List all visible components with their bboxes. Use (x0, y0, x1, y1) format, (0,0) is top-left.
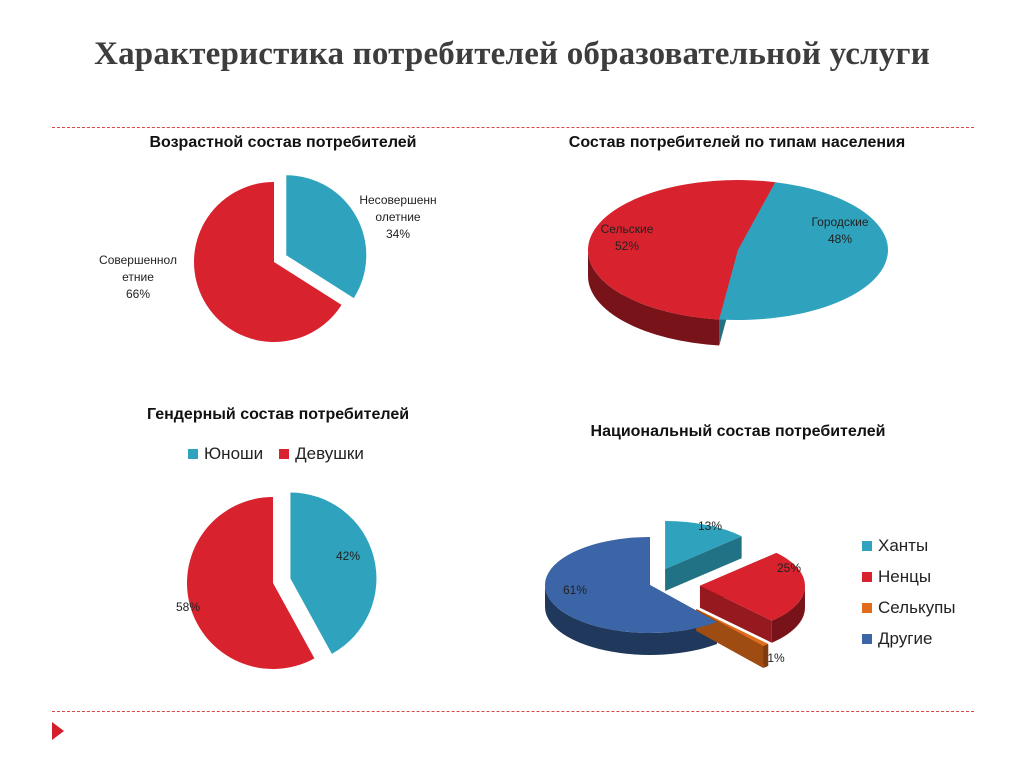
nation-cut-1-1 (699, 585, 772, 643)
label-sovershennoletnie-line: етние (122, 270, 154, 284)
chart-gender-title: Гендерный состав потребителей (146, 406, 410, 423)
label-selskie-line: 52% (615, 239, 639, 253)
label-nesovershennoletnie-line: 34% (386, 227, 410, 241)
legend-label-devushki: Девушки (295, 444, 364, 463)
label-nesovershennoletnie-line: Несовершенн (359, 193, 436, 207)
legend-item-khanty: Ханты (862, 530, 956, 561)
label-khanty-pct-line: 13% (698, 519, 722, 533)
label-drugie-pct: 61% (563, 583, 587, 597)
label-khanty-pct: 13% (698, 519, 722, 533)
legend-swatch-yunoshi (188, 449, 198, 459)
label-selkupy-pct-line: 1% (767, 651, 785, 665)
legend-swatch-nentsy (862, 571, 872, 582)
label-gorodskie-line: 48% (828, 232, 852, 246)
chart-settlement-title: Состав потребителей по типам населения (568, 134, 906, 151)
nation-cut-2-1 (696, 609, 764, 668)
legend-swatch-selkupy (862, 602, 872, 613)
legend-item-selkupy: Селькупы (862, 592, 956, 623)
legend-label-khanty: Ханты (878, 535, 929, 555)
label-gorodskie: Городские 48% (811, 215, 868, 246)
label-sovershennoletnie-line: 66% (126, 287, 150, 301)
legend-label-nentsy: Ненцы (878, 566, 932, 586)
legend-item-nentsy: Ненцы (862, 561, 956, 592)
gender-slice-1 (186, 497, 315, 669)
settle-rim-0-0 (588, 250, 720, 346)
gender-slice-0 (290, 492, 377, 654)
chart-nationality-legend: Ханты Ненцы Селькупы Другие (862, 530, 956, 654)
nation-rim-2-0 (763, 643, 769, 668)
slide-arrow-icon (52, 722, 64, 740)
settle-slice-1 (719, 182, 889, 320)
legend-label-yunoshi: Юноши (204, 444, 264, 463)
page-title: Характеристика потребителей образователь… (94, 36, 930, 72)
top-divider (52, 127, 974, 128)
label-devushki-pct: 58% (176, 600, 200, 614)
label-yunoshi-pct: 42% (336, 549, 360, 563)
label-devushki-pct-line: 58% (176, 600, 200, 614)
label-drugie-pct-line: 61% (563, 583, 587, 597)
nation-slice-0 (665, 521, 742, 570)
nation-rim-3-0 (545, 585, 717, 655)
age-slice-1 (194, 182, 342, 342)
label-sovershennoletnie: Совершеннол етние 66% (99, 253, 177, 301)
chart-gender-legend: Юноши Девушки (188, 444, 364, 464)
bottom-divider (52, 711, 974, 712)
legend-swatch-drugie (862, 633, 872, 644)
age-slice-0 (286, 175, 367, 299)
label-gorodskie-line: Городские (811, 215, 868, 229)
label-sovershennoletnie-line: Совершеннол (99, 253, 177, 267)
nation-cut-0-1 (665, 536, 742, 592)
nation-slice-1 (699, 552, 805, 621)
legend-swatch-khanty (862, 540, 872, 551)
settle-slice-0 (588, 180, 776, 320)
label-nesovershennoletnie: Несовершенн олетние 34% (359, 193, 436, 241)
nation-slice-3 (545, 537, 717, 633)
label-nesovershennoletnie-line: олетние (375, 210, 421, 224)
legend-swatch-devushki (279, 449, 290, 459)
label-nentsy-pct: 25% (777, 561, 801, 575)
legend-item-drugie: Другие (862, 623, 956, 654)
label-selskie: Сельские 52% (601, 222, 654, 253)
legend-label-selkupy: Селькупы (878, 597, 956, 617)
label-selskie-line: Сельские (601, 222, 654, 236)
legend-label-drugie: Другие (878, 628, 933, 648)
nation-slice-2 (696, 609, 769, 646)
label-nentsy-pct-line: 25% (777, 561, 801, 575)
chart-age-title: Возрастной состав потребителей (149, 134, 417, 151)
label-yunoshi-pct-line: 42% (336, 549, 360, 563)
nation-rim-1-0 (771, 585, 805, 643)
chart-nationality-title: Национальный состав потребителей (590, 423, 886, 440)
label-selkupy-pct: 1% (767, 651, 785, 665)
